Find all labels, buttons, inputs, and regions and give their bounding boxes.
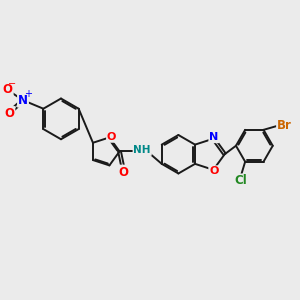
Text: NH: NH (134, 145, 151, 155)
Text: O: O (118, 166, 128, 178)
Text: O: O (3, 83, 13, 96)
Text: +: + (24, 89, 32, 99)
Text: O: O (107, 132, 116, 142)
Text: N: N (209, 132, 218, 142)
Text: Cl: Cl (235, 174, 247, 188)
Text: N: N (18, 94, 28, 107)
Text: O: O (209, 166, 219, 176)
Text: O: O (4, 107, 14, 120)
Text: Br: Br (277, 118, 292, 131)
Text: −: − (8, 80, 16, 89)
